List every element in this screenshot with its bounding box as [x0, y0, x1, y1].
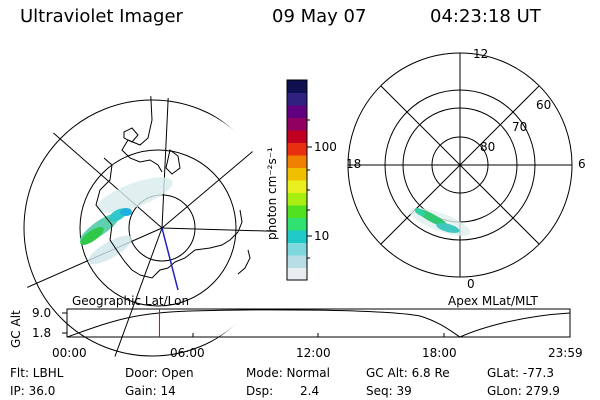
altitude-ytick-9: 9.0 [32, 306, 52, 320]
colorbar-tick-100: 100 [314, 140, 337, 154]
xtick-1800: 18:00 [422, 346, 457, 360]
altitude-ytick-1-8: 1.8 [32, 326, 52, 340]
gc-alt-label: GC Alt: 6.8 Re [366, 366, 450, 380]
mlt-label-18: 18 [346, 157, 362, 171]
colorbar-segment [287, 205, 307, 218]
aurora-emission-left [79, 177, 173, 265]
glon-label: GLon: 279.9 [487, 384, 560, 398]
colorbar-segment [287, 155, 307, 168]
colorbar-segment [287, 167, 307, 181]
colorbar-segment [287, 180, 307, 193]
lat-circle [79, 149, 237, 307]
dsp-label: Dsp: [246, 384, 274, 398]
colorbar-segment [287, 255, 307, 268]
altitude-curve [66, 309, 571, 338]
seq-label: Seq: 39 [366, 384, 412, 398]
colorbar-segment [287, 242, 307, 256]
mlt-label-12: 12 [473, 47, 489, 61]
altitude-plot [62, 308, 571, 338]
altitude-plot-frame [66, 308, 571, 338]
mlat-label-60: 60 [536, 98, 552, 112]
colorbar-segment [287, 142, 307, 156]
filter-label: Flt: LBHL [10, 366, 64, 380]
magnetic-polar-plot [347, 52, 573, 278]
colorbar-segment [287, 192, 307, 206]
colorbar [287, 80, 307, 281]
colorbar-segment [287, 267, 307, 281]
colorbar-ticks [307, 119, 312, 259]
geographic-caption: Geographic Lat/Lon [72, 294, 190, 308]
colorbar-segment [287, 230, 307, 243]
colorbar-segment [287, 80, 307, 93]
mlt-spokes [348, 53, 572, 277]
xtick-0000: 00:00 [52, 346, 87, 360]
mlat-label-80: 80 [480, 140, 496, 154]
xtick-1200: 12:00 [296, 346, 331, 360]
aurora-emission-right [409, 208, 471, 236]
colorbar-frame [286, 79, 308, 281]
altitude-ticks [62, 312, 445, 337]
geographic-map [13, 96, 277, 360]
meridian-lines [13, 96, 277, 360]
mlat-label-70: 70 [512, 120, 528, 134]
colorbar-segment [287, 105, 307, 118]
date-label: 09 May 07 [272, 6, 367, 27]
colorbar-segment [287, 130, 307, 143]
xtick-0600: 06:00 [170, 346, 205, 360]
glat-label: GLat: -77.3 [487, 366, 554, 380]
door-label: Door: Open [125, 366, 194, 380]
mlt-label-0: 0 [467, 277, 475, 291]
xtick-2359: 23:59 [548, 346, 583, 360]
ip-label: IP: 36.0 [10, 384, 56, 398]
colorbar-segment [287, 217, 307, 231]
colorbar-segment [287, 117, 307, 131]
gain-label: Gain: 14 [125, 384, 176, 398]
lat-circle [23, 99, 277, 357]
time-label: 04:23:18 UT [430, 6, 541, 27]
mode-label: Mode: Normal [246, 366, 330, 380]
colorbar-tick-10: 10 [314, 229, 330, 243]
magnetic-caption: Apex MLat/MLT [448, 294, 538, 308]
coastline [95, 96, 251, 279]
dsp-value: 2.4 [300, 384, 320, 398]
magnetic-meridian-line [161, 227, 179, 291]
mlt-label-6: 6 [578, 157, 586, 171]
colorbar-segment [287, 92, 307, 106]
instrument-title: Ultraviolet Imager [20, 6, 183, 27]
colorbar-unit-label: photon cm⁻²s⁻¹ [265, 147, 279, 240]
altitude-ylabel: GC Alt [9, 310, 23, 348]
